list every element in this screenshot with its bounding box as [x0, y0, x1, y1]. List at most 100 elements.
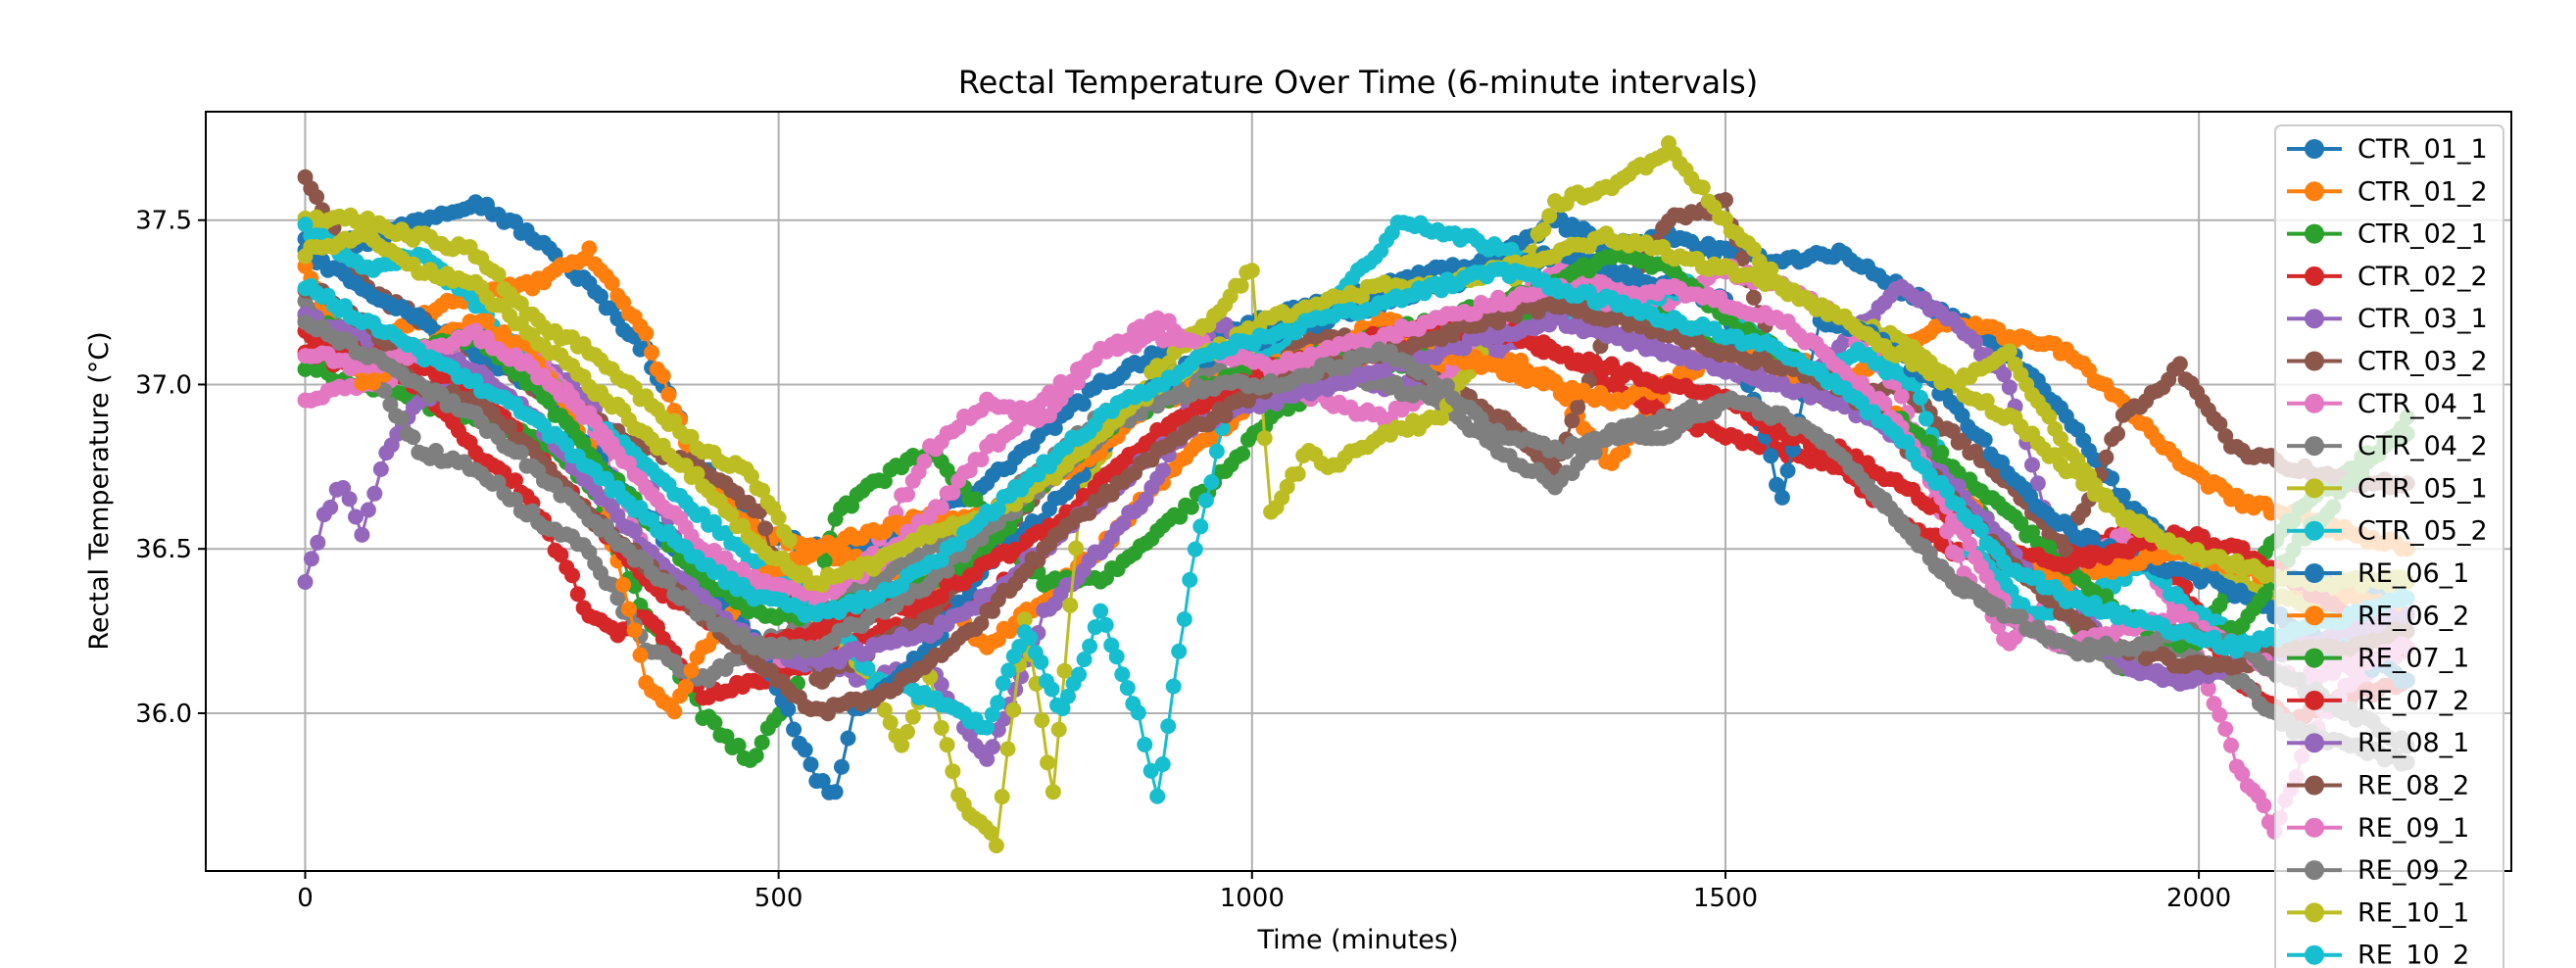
data-point: [1256, 430, 1273, 447]
data-point: [1149, 788, 1166, 804]
data-point: [372, 460, 389, 477]
data-point: [405, 429, 421, 446]
data-point: [638, 325, 655, 342]
data-point: [770, 509, 787, 526]
data-point: [490, 266, 507, 283]
data-point: [2098, 449, 2114, 465]
data-point: [1050, 721, 1067, 738]
data-point: [1137, 737, 1153, 752]
data-point: [780, 701, 797, 717]
data-point: [933, 719, 949, 736]
data-point: [1093, 603, 1109, 619]
data-point: [1114, 666, 1131, 683]
data-point: [840, 730, 856, 747]
data-point: [899, 486, 915, 503]
data-point: [939, 737, 955, 753]
data-point: [985, 739, 1000, 755]
data-point: [1000, 662, 1017, 679]
data-point: [1154, 756, 1171, 772]
data-point: [834, 758, 850, 775]
data-point: [1615, 444, 1631, 460]
data-point: [797, 742, 813, 758]
data-point: [1045, 784, 1061, 800]
data-point: [553, 547, 569, 563]
data-point: [916, 454, 933, 469]
data-point: [1062, 597, 1079, 613]
data-point: [1097, 616, 1114, 633]
data-point: [2217, 721, 2234, 737]
data-point: [564, 567, 580, 584]
data-point: [1119, 680, 1136, 697]
data-point: [1056, 662, 1073, 679]
data-point: [303, 551, 319, 567]
data-point: [394, 411, 410, 427]
data-point: [593, 288, 608, 305]
data-point: [1034, 712, 1050, 729]
data-point: [322, 499, 339, 515]
data-point: [1192, 518, 1209, 535]
data-point: [1763, 448, 1779, 464]
data-point: [2211, 706, 2228, 723]
data-point: [786, 721, 802, 738]
data-point: [988, 838, 1004, 853]
data-point: [1033, 653, 1049, 670]
data-point: [1187, 541, 1203, 557]
data-point: [1893, 388, 1910, 405]
data-point: [2171, 356, 2188, 372]
data-point: [1044, 681, 1060, 698]
data-point: [994, 789, 1010, 805]
data-point: [2110, 425, 2125, 442]
data-point: [1208, 443, 1225, 460]
data-point: [1160, 718, 1177, 735]
data-point: [620, 601, 637, 617]
data-point: [882, 714, 899, 731]
data-point: [1183, 499, 1199, 515]
data-point: [1022, 630, 1039, 647]
data-point: [781, 532, 798, 548]
data-point: [1197, 492, 1214, 508]
data-point: [366, 485, 383, 502]
data-point: [706, 714, 723, 731]
data-point: [859, 660, 876, 677]
data-point: [1108, 649, 1125, 665]
data-point: [644, 344, 660, 361]
data-point: [655, 367, 671, 384]
data-point: [354, 526, 370, 543]
data-point: [1535, 221, 1552, 238]
data-point: [1745, 289, 1762, 306]
data-point: [757, 520, 774, 537]
data-point: [297, 574, 314, 590]
data-point: [1046, 420, 1063, 436]
data-point: [1075, 396, 1092, 412]
data-point: [1176, 611, 1192, 627]
data-point: [660, 386, 677, 403]
data-point: [2256, 798, 2272, 814]
data-point: [626, 578, 643, 595]
data-point: [1005, 702, 1022, 718]
data-point: [899, 724, 915, 740]
data-point: [1203, 474, 1220, 490]
data-point: [2001, 379, 2017, 396]
data-point: [990, 695, 1006, 711]
data-point: [1950, 547, 1967, 563]
data-point: [1130, 704, 1146, 721]
data-point: [1233, 277, 1249, 294]
data-point: [632, 647, 649, 663]
chart-title: Rectal Temperature Over Time (6-minute i…: [958, 64, 1758, 101]
data-point: [581, 240, 598, 257]
data-point: [569, 586, 586, 603]
data-point: [1071, 666, 1088, 683]
data-point: [666, 703, 683, 720]
data-point: [1068, 540, 1085, 557]
data-point: [310, 534, 326, 551]
data-point: [615, 576, 632, 593]
data-point: [649, 618, 665, 635]
data-point: [1235, 446, 1251, 462]
data-point: [1082, 638, 1098, 654]
data-point: [341, 491, 358, 508]
data-point: [748, 748, 764, 764]
data-point: [894, 737, 910, 753]
data-point: [2024, 457, 2040, 473]
data-point: [753, 734, 770, 750]
